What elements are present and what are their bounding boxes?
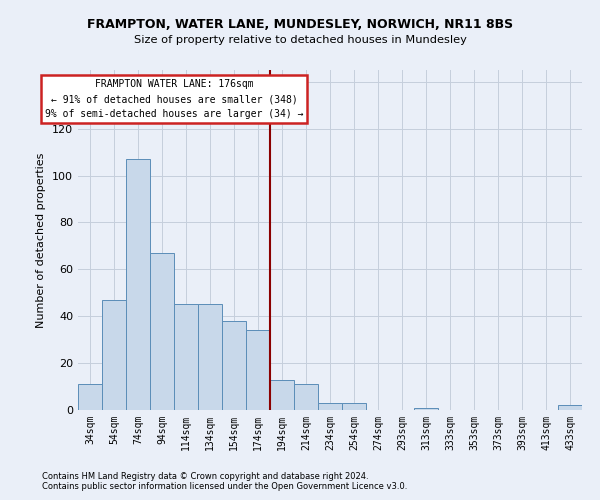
Text: Contains public sector information licensed under the Open Government Licence v3: Contains public sector information licen… — [42, 482, 407, 491]
Text: FRAMPTON, WATER LANE, MUNDESLEY, NORWICH, NR11 8BS: FRAMPTON, WATER LANE, MUNDESLEY, NORWICH… — [87, 18, 513, 30]
Bar — [342, 403, 366, 410]
Y-axis label: Number of detached properties: Number of detached properties — [37, 152, 46, 328]
Text: Contains HM Land Registry data © Crown copyright and database right 2024.: Contains HM Land Registry data © Crown c… — [42, 472, 368, 481]
Bar — [294, 384, 318, 410]
Bar — [246, 330, 270, 410]
Bar — [174, 304, 198, 410]
Bar — [222, 321, 246, 410]
Bar — [414, 408, 438, 410]
Bar — [558, 406, 582, 410]
Text: Size of property relative to detached houses in Mundesley: Size of property relative to detached ho… — [134, 35, 466, 45]
Bar — [102, 300, 126, 410]
Text: FRAMPTON WATER LANE: 176sqm
← 91% of detached houses are smaller (348)
9% of sem: FRAMPTON WATER LANE: 176sqm ← 91% of det… — [45, 80, 303, 119]
Bar — [318, 403, 342, 410]
Bar — [150, 253, 174, 410]
Bar — [198, 304, 222, 410]
Bar — [270, 380, 294, 410]
Bar — [78, 384, 102, 410]
Bar — [126, 159, 150, 410]
